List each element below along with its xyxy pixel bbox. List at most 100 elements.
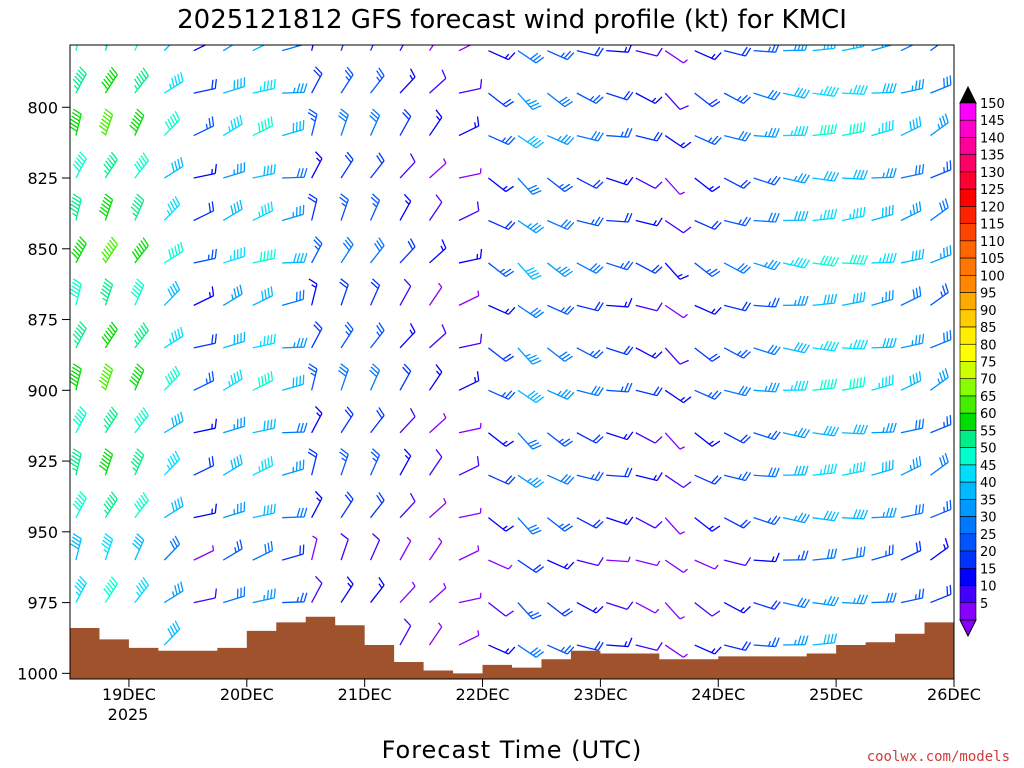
wind-barb — [163, 450, 181, 476]
wind-barb — [252, 45, 273, 52]
wind-barb — [101, 236, 118, 264]
wind-barb — [635, 262, 663, 274]
wind-barbs — [70, 45, 952, 658]
wind-barb — [517, 517, 542, 535]
wind-barb — [635, 642, 663, 651]
wind-barb — [252, 333, 276, 349]
wind-barb — [193, 79, 217, 94]
wind-barb — [900, 79, 925, 94]
wind-barb — [70, 278, 82, 306]
wind-barb — [724, 557, 752, 567]
wind-barb — [606, 382, 633, 393]
wind-barb — [606, 345, 634, 356]
wind-barb — [635, 559, 661, 567]
wind-barb — [635, 517, 663, 529]
wind-barb — [783, 295, 809, 307]
wind-barb — [101, 66, 118, 94]
wind-barb — [841, 254, 869, 265]
wind-barb — [841, 509, 869, 520]
wind-barb — [783, 380, 809, 391]
colorbar-label: 40 — [980, 476, 997, 491]
wind-barb — [547, 559, 575, 570]
wind-barb — [252, 79, 276, 94]
wind-barb — [429, 239, 447, 264]
wind-barb — [546, 92, 573, 108]
wind-barb — [753, 430, 781, 441]
wind-barb — [576, 641, 604, 651]
wind-barb — [193, 45, 214, 52]
wind-barb — [282, 507, 308, 519]
colorbar-label: 140 — [980, 131, 1005, 146]
y-tick-label: 800 — [27, 98, 58, 117]
x-tick-label: 26DEC — [927, 685, 981, 704]
wind-barb — [252, 503, 276, 519]
x-tick-label: 23DEC — [573, 685, 627, 704]
wind-barb — [163, 241, 184, 264]
x-tick-label: 25DEC — [809, 685, 863, 704]
wind-barb — [723, 177, 751, 189]
colorbar-label: 5 — [980, 597, 988, 612]
wind-barb — [282, 83, 308, 94]
wind-barb — [871, 422, 897, 434]
wind-barb — [488, 177, 515, 193]
wind-barb — [547, 134, 575, 146]
colorbar-swatch — [959, 567, 977, 586]
wind-barb — [723, 602, 751, 614]
wind-barb — [369, 45, 381, 51]
wind-barb — [72, 490, 87, 518]
wind-barb — [458, 79, 483, 94]
wind-barb — [133, 322, 149, 349]
wind-barb — [782, 512, 811, 524]
wind-barb — [458, 168, 482, 179]
wind-barb — [635, 217, 663, 227]
wind-barb — [546, 347, 573, 362]
wind-barb — [307, 108, 318, 136]
wind-barb — [606, 431, 634, 441]
wind-barb — [163, 111, 181, 137]
wind-barb — [428, 282, 443, 306]
wind-barb — [399, 323, 416, 349]
wind-barb — [517, 389, 545, 404]
wind-barb — [812, 510, 840, 522]
wind-barb — [70, 108, 82, 136]
wind-barb — [871, 544, 894, 561]
x-tick-label: 22DEC — [456, 685, 510, 704]
wind-barb — [635, 302, 663, 312]
wind-barb — [429, 324, 447, 349]
wind-barb — [664, 219, 692, 234]
colorbar-label: 15 — [980, 562, 997, 577]
wind-barb — [252, 286, 274, 306]
colorbar-label: 65 — [980, 390, 997, 405]
wind-barb — [900, 588, 925, 604]
wind-barb — [517, 262, 542, 280]
colorbar-label: 30 — [980, 511, 997, 526]
wind-barb — [606, 45, 633, 53]
wind-barb — [399, 363, 412, 391]
wind-barb — [252, 456, 274, 476]
wind-barb — [252, 418, 276, 434]
colorbar-swatch — [959, 550, 977, 569]
wind-barb — [841, 45, 866, 52]
wind-barb — [429, 158, 447, 179]
wind-barb — [546, 177, 573, 193]
wind-barb — [664, 347, 689, 365]
wind-barb — [664, 602, 685, 620]
wind-barb — [900, 418, 925, 434]
wind-barb — [753, 89, 781, 101]
colorbar-label: 135 — [980, 149, 1005, 164]
wind-barb — [694, 644, 722, 655]
wind-barb — [547, 388, 575, 400]
wind-barb — [307, 193, 318, 221]
wind-barb — [547, 473, 575, 485]
colorbar-swatch — [959, 447, 977, 466]
wind-barb — [576, 130, 604, 142]
wind-barb — [576, 557, 604, 567]
wind-barb — [753, 637, 780, 648]
wind-barb — [488, 389, 516, 400]
wind-barb — [399, 193, 412, 221]
wind-barb — [664, 304, 688, 319]
colorbar-swatch — [959, 533, 977, 552]
wind-barb — [222, 284, 243, 306]
x-tick-label: 21DEC — [338, 685, 392, 704]
wind-barb — [546, 602, 573, 617]
